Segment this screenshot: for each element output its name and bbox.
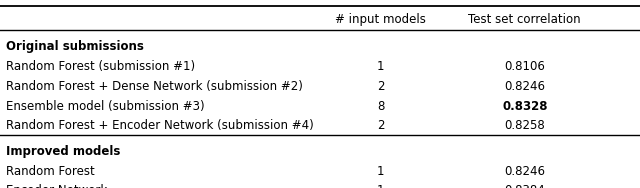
Text: 2: 2 (377, 80, 385, 93)
Text: Improved models: Improved models (6, 145, 121, 158)
Text: # input models: # input models (335, 13, 426, 26)
Text: Original submissions: Original submissions (6, 40, 144, 53)
Text: 0.8258: 0.8258 (504, 119, 545, 132)
Text: 1: 1 (377, 184, 385, 188)
Text: 0.8328: 0.8328 (502, 100, 548, 113)
Text: Encoder Network: Encoder Network (6, 184, 108, 188)
Text: 0.8246: 0.8246 (504, 165, 545, 178)
Text: 1: 1 (377, 165, 385, 178)
Text: 0.8106: 0.8106 (504, 60, 545, 73)
Text: 0.8384: 0.8384 (504, 184, 545, 188)
Text: Ensemble model (submission #3): Ensemble model (submission #3) (6, 100, 205, 113)
Text: 1: 1 (377, 60, 385, 73)
Text: Random Forest + Dense Network (submission #2): Random Forest + Dense Network (submissio… (6, 80, 303, 93)
Text: 2: 2 (377, 119, 385, 132)
Text: Random Forest: Random Forest (6, 165, 95, 178)
Text: 0.8246: 0.8246 (504, 80, 545, 93)
Text: Random Forest (submission #1): Random Forest (submission #1) (6, 60, 196, 73)
Text: Random Forest + Encoder Network (submission #4): Random Forest + Encoder Network (submiss… (6, 119, 314, 132)
Text: Test set correlation: Test set correlation (468, 13, 581, 26)
Text: 8: 8 (377, 100, 385, 113)
